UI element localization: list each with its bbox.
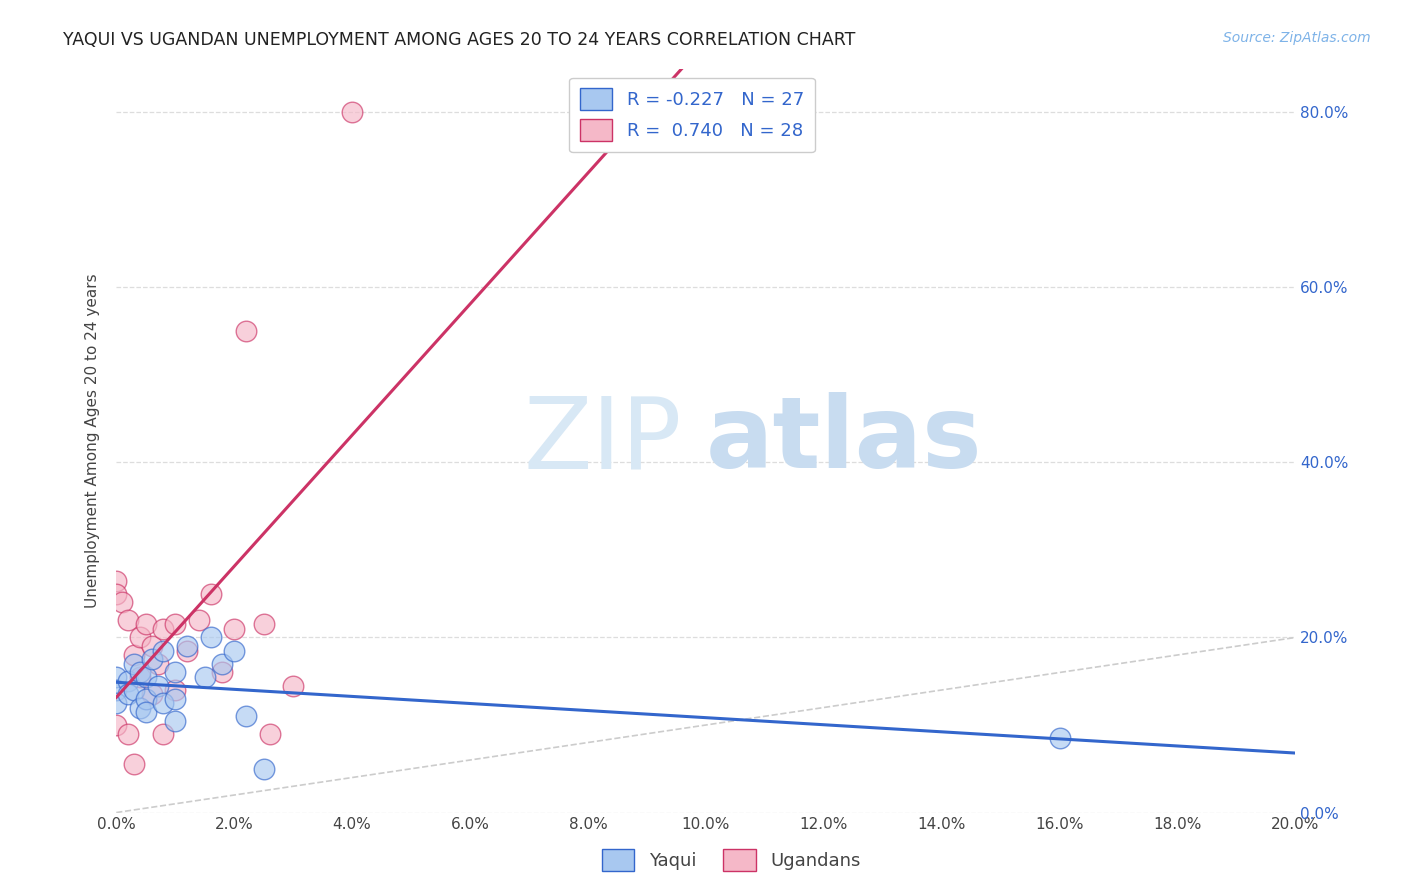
Point bbox=[211, 665, 233, 680]
Point bbox=[122, 683, 145, 698]
Point bbox=[135, 670, 157, 684]
Point bbox=[105, 587, 128, 601]
Point bbox=[135, 617, 157, 632]
Point bbox=[253, 762, 276, 776]
Point bbox=[128, 670, 150, 684]
Point bbox=[122, 648, 145, 662]
Point bbox=[141, 652, 163, 666]
Point bbox=[152, 643, 174, 657]
Point bbox=[146, 657, 169, 671]
Point bbox=[117, 687, 139, 701]
Point bbox=[135, 705, 157, 719]
Point bbox=[111, 595, 134, 609]
Point bbox=[146, 679, 169, 693]
Point bbox=[165, 683, 187, 698]
Point bbox=[152, 622, 174, 636]
Point bbox=[235, 709, 257, 723]
Point bbox=[105, 683, 128, 698]
Point bbox=[152, 727, 174, 741]
Point bbox=[165, 665, 187, 680]
Point bbox=[281, 679, 304, 693]
Point bbox=[117, 727, 139, 741]
Point bbox=[165, 714, 187, 728]
Point bbox=[165, 691, 187, 706]
Point bbox=[122, 757, 145, 772]
Point bbox=[187, 613, 209, 627]
Y-axis label: Unemployment Among Ages 20 to 24 years: Unemployment Among Ages 20 to 24 years bbox=[86, 273, 100, 607]
Point bbox=[105, 670, 128, 684]
Text: atlas: atlas bbox=[706, 392, 983, 489]
Point bbox=[211, 657, 233, 671]
Point bbox=[224, 622, 246, 636]
Legend: Yaqui, Ugandans: Yaqui, Ugandans bbox=[595, 842, 868, 879]
Point bbox=[117, 613, 139, 627]
Point bbox=[259, 727, 281, 741]
Point bbox=[128, 700, 150, 714]
Point bbox=[194, 670, 217, 684]
Point bbox=[122, 657, 145, 671]
Point bbox=[117, 674, 139, 689]
Point bbox=[165, 617, 187, 632]
Point bbox=[200, 631, 222, 645]
Text: Source: ZipAtlas.com: Source: ZipAtlas.com bbox=[1223, 31, 1371, 45]
Point bbox=[105, 574, 128, 588]
Point bbox=[128, 665, 150, 680]
Point bbox=[176, 643, 198, 657]
Point bbox=[235, 324, 257, 338]
Legend: R = -0.227   N = 27, R =  0.740   N = 28: R = -0.227 N = 27, R = 0.740 N = 28 bbox=[569, 78, 814, 153]
Point bbox=[200, 587, 222, 601]
Point bbox=[141, 639, 163, 653]
Point bbox=[141, 687, 163, 701]
Point bbox=[1049, 731, 1071, 746]
Point bbox=[224, 643, 246, 657]
Point bbox=[105, 718, 128, 732]
Point bbox=[253, 617, 276, 632]
Text: YAQUI VS UGANDAN UNEMPLOYMENT AMONG AGES 20 TO 24 YEARS CORRELATION CHART: YAQUI VS UGANDAN UNEMPLOYMENT AMONG AGES… bbox=[63, 31, 856, 49]
Text: ZIP: ZIP bbox=[524, 392, 682, 489]
Point bbox=[128, 631, 150, 645]
Point bbox=[340, 105, 363, 120]
Point bbox=[176, 639, 198, 653]
Point bbox=[105, 696, 128, 710]
Point bbox=[135, 691, 157, 706]
Point bbox=[152, 696, 174, 710]
